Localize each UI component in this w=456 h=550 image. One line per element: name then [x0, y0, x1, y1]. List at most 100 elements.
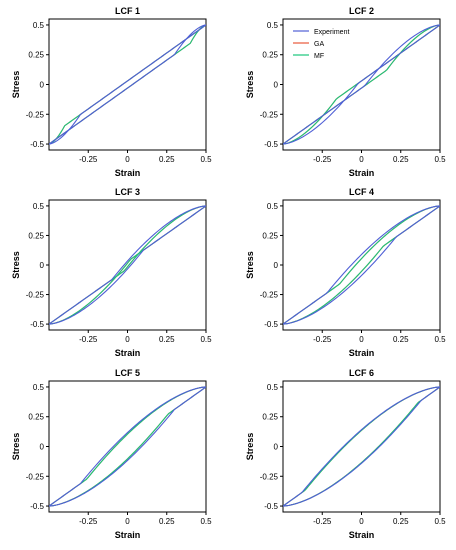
x-tick-label: 0.25 [159, 155, 175, 164]
y-tick-label: 0 [40, 81, 45, 90]
series-experiment-loading-branch [283, 24, 440, 145]
x-tick-label: -0.25 [313, 335, 332, 344]
y-tick-label: 0 [274, 81, 279, 90]
y-tick-label: -0.5 [30, 320, 44, 329]
y-axis-label: Stress [11, 251, 21, 279]
x-axis-label: Strain [115, 168, 141, 178]
y-tick-label: 0 [40, 443, 45, 452]
y-tick-label: 0 [274, 443, 279, 452]
series-mf-loading-branch [283, 205, 440, 325]
x-tick-label: 0.5 [200, 155, 212, 164]
y-tick-label: -0.5 [264, 502, 278, 511]
y-axis-label: Stress [11, 433, 21, 461]
chart-title: LCF 2 [349, 6, 374, 16]
series-experiment-loading-branch [49, 386, 206, 507]
plot-frame [48, 18, 207, 151]
y-tick-label: 0 [40, 261, 45, 270]
x-tick-label: -0.25 [313, 155, 332, 164]
y-tick-label: 0 [274, 261, 279, 270]
y-tick-label: 0.25 [262, 231, 278, 240]
y-tick-label: -0.25 [260, 472, 279, 481]
x-tick-label: 0.25 [393, 335, 409, 344]
x-tick-label: -0.25 [79, 335, 98, 344]
y-tick-label: 0.5 [267, 21, 279, 30]
x-tick-label: 0.25 [393, 517, 409, 526]
plot-frame [282, 18, 441, 151]
y-axis-label: Stress [245, 251, 255, 279]
panel-lcf-6: LCF 6 -0.25 0 0.25 0.5 -0.5 -0.25 0 0.25 0.5 Strai… [245, 368, 446, 540]
chart-title: LCF 4 [349, 187, 374, 197]
y-tick-label: -0.5 [264, 140, 278, 149]
x-tick-label: 0.5 [200, 517, 212, 526]
y-tick-label: -0.25 [26, 291, 45, 300]
x-tick-label: 0.5 [434, 335, 446, 344]
series-experiment-loading-branch [283, 205, 440, 325]
x-tick-label: 0 [359, 517, 364, 526]
legend-label-experiment: Experiment [314, 29, 349, 36]
y-axis-label: Stress [245, 71, 255, 99]
series-mf-unloading-branch [49, 386, 206, 507]
x-axis-label: Strain [349, 168, 375, 178]
series-mf-loading-branch [49, 386, 206, 507]
x-tick-label: 0 [359, 335, 364, 344]
y-tick-label: 0.25 [28, 51, 44, 60]
x-tick-label: 0 [125, 155, 130, 164]
series-mf-unloading-branch [49, 205, 206, 325]
y-tick-label: -0.5 [30, 140, 44, 149]
series-mf-unloading-branch [283, 205, 440, 325]
series-experiment-unloading-branch [49, 205, 206, 325]
series-ga-unloading-branch [283, 205, 440, 325]
x-tick-label: 0 [125, 335, 130, 344]
y-tick-label: -0.25 [26, 472, 45, 481]
series-ga-loading-branch [283, 205, 440, 325]
x-tick-label: 0 [125, 517, 130, 526]
series-experiment-loading-branch [49, 24, 206, 145]
y-tick-label: -0.5 [264, 320, 278, 329]
legend-label-mf: MF [314, 53, 324, 60]
y-tick-label: 0.5 [267, 202, 279, 211]
x-tick-label: 0.25 [159, 335, 175, 344]
series-experiment-unloading-branch [49, 24, 206, 145]
y-tick-label: 0.5 [33, 383, 45, 392]
x-tick-label: 0.25 [159, 517, 175, 526]
y-tick-label: 0.25 [28, 231, 44, 240]
y-axis-label: Stress [245, 433, 255, 461]
x-tick-label: -0.25 [79, 517, 98, 526]
x-axis-label: Strain [349, 530, 375, 540]
series-ga-unloading-branch [49, 205, 206, 325]
series-ga-unloading-branch [49, 386, 206, 507]
series-experiment-unloading-branch [49, 386, 206, 507]
plot-frame [282, 199, 441, 331]
x-tick-label: 0.5 [434, 155, 446, 164]
series-experiment-unloading-branch [283, 205, 440, 325]
x-tick-label: 0.25 [393, 155, 409, 164]
chart-title: LCF 1 [115, 6, 140, 16]
panel-lcf-3: LCF 3 -0.25 0 0.25 0.5 -0.5 -0.25 0 0.25 0.5 Strai… [11, 187, 212, 358]
x-tick-label: 0.5 [200, 335, 212, 344]
y-tick-label: 0.5 [33, 202, 45, 211]
x-axis-label: Strain [115, 530, 141, 540]
y-tick-label: -0.25 [26, 110, 45, 119]
x-axis-label: Strain [349, 348, 375, 358]
panel-lcf-4: LCF 4 -0.25 0 0.25 0.5 -0.5 -0.25 0 0.25 0.5 Strai… [245, 187, 446, 358]
x-tick-label: -0.25 [313, 517, 332, 526]
y-tick-label: -0.25 [260, 291, 279, 300]
x-axis-label: Strain [115, 348, 141, 358]
y-tick-label: -0.5 [30, 502, 44, 511]
y-tick-label: 0.25 [262, 413, 278, 422]
panel-lcf-1: LCF 1 -0.25 0 0.25 0.5 -0.5 -0.25 0 0.25 0.5 Strai… [11, 6, 212, 178]
y-tick-label: 0.5 [267, 383, 279, 392]
chart-title: LCF 6 [349, 368, 374, 378]
plot-frame [48, 199, 207, 331]
x-tick-label: 0.5 [434, 517, 446, 526]
series-experiment-loading-branch [283, 386, 440, 507]
plot-frame [48, 380, 207, 513]
y-tick-label: -0.25 [260, 110, 279, 119]
x-tick-label: 0 [359, 155, 364, 164]
chart-title: LCF 5 [115, 368, 140, 378]
series-ga-loading-branch [49, 205, 206, 325]
series-experiment-unloading-branch [283, 386, 440, 507]
series-experiment-loading-branch [49, 205, 206, 325]
x-tick-label: -0.25 [79, 155, 98, 164]
y-tick-label: 0.25 [262, 51, 278, 60]
